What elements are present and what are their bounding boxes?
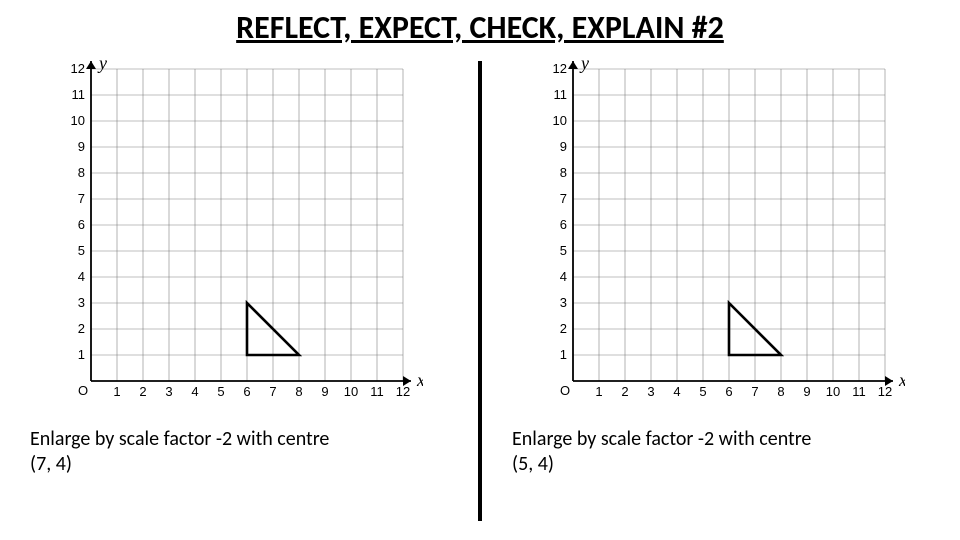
- svg-text:1: 1: [560, 347, 567, 362]
- svg-text:10: 10: [553, 113, 567, 128]
- svg-text:12: 12: [553, 61, 567, 76]
- svg-text:5: 5: [78, 243, 85, 258]
- svg-text:12: 12: [878, 384, 892, 399]
- svg-text:O: O: [560, 383, 570, 398]
- svg-text:11: 11: [370, 384, 384, 399]
- svg-text:11: 11: [852, 384, 866, 399]
- svg-text:8: 8: [295, 384, 302, 399]
- svg-text:7: 7: [269, 384, 276, 399]
- svg-text:11: 11: [72, 87, 86, 102]
- svg-text:6: 6: [78, 217, 85, 232]
- svg-text:3: 3: [560, 295, 567, 310]
- svg-text:O: O: [78, 383, 88, 398]
- svg-text:3: 3: [647, 384, 654, 399]
- svg-text:7: 7: [78, 191, 85, 206]
- svg-text:y: y: [97, 53, 107, 73]
- svg-text:8: 8: [777, 384, 784, 399]
- svg-text:5: 5: [699, 384, 706, 399]
- svg-text:x: x: [898, 370, 905, 390]
- right-instruction-line2: (5, 4): [512, 452, 811, 477]
- svg-text:3: 3: [78, 295, 85, 310]
- svg-text:y: y: [579, 53, 589, 73]
- svg-text:5: 5: [217, 384, 224, 399]
- svg-text:10: 10: [71, 113, 85, 128]
- right-grid-holder: 123456789101112123456789101112Oxy: [537, 51, 905, 409]
- right-panel: 123456789101112123456789101112Oxy Enlarg…: [482, 51, 960, 521]
- svg-text:9: 9: [803, 384, 810, 399]
- coordinate-grid: 123456789101112123456789101112Oxy: [55, 51, 423, 409]
- svg-text:9: 9: [560, 139, 567, 154]
- right-instruction: Enlarge by scale factor -2 with centre (…: [502, 409, 821, 477]
- svg-text:11: 11: [554, 87, 568, 102]
- svg-text:2: 2: [78, 321, 85, 336]
- content-row: 123456789101112123456789101112Oxy Enlarg…: [0, 51, 960, 521]
- right-instruction-line1: Enlarge by scale factor -2 with centre: [512, 427, 811, 452]
- svg-text:4: 4: [78, 269, 85, 284]
- svg-text:2: 2: [621, 384, 628, 399]
- svg-text:8: 8: [78, 165, 85, 180]
- svg-text:10: 10: [826, 384, 840, 399]
- page-title: REFLECT, EXPECT, CHECK, EXPLAIN #2: [0, 0, 960, 51]
- left-instruction: Enlarge by scale factor -2 with centre (…: [20, 409, 339, 477]
- svg-text:5: 5: [560, 243, 567, 258]
- svg-text:6: 6: [725, 384, 732, 399]
- svg-text:8: 8: [560, 165, 567, 180]
- svg-text:2: 2: [139, 384, 146, 399]
- svg-text:10: 10: [344, 384, 358, 399]
- left-instruction-line1: Enlarge by scale factor -2 with centre: [30, 427, 329, 452]
- svg-text:1: 1: [78, 347, 85, 362]
- svg-text:1: 1: [113, 384, 120, 399]
- svg-text:7: 7: [560, 191, 567, 206]
- svg-text:4: 4: [560, 269, 567, 284]
- svg-text:9: 9: [78, 139, 85, 154]
- svg-text:2: 2: [560, 321, 567, 336]
- left-panel: 123456789101112123456789101112Oxy Enlarg…: [0, 51, 478, 521]
- svg-text:12: 12: [71, 61, 85, 76]
- svg-text:1: 1: [595, 384, 602, 399]
- svg-text:x: x: [416, 370, 423, 390]
- svg-text:6: 6: [243, 384, 250, 399]
- coordinate-grid: 123456789101112123456789101112Oxy: [537, 51, 905, 409]
- svg-text:3: 3: [165, 384, 172, 399]
- svg-text:4: 4: [673, 384, 680, 399]
- left-grid-holder: 123456789101112123456789101112Oxy: [55, 51, 423, 409]
- svg-text:4: 4: [191, 384, 198, 399]
- svg-text:7: 7: [751, 384, 758, 399]
- left-instruction-line2: (7, 4): [30, 452, 329, 477]
- svg-text:6: 6: [560, 217, 567, 232]
- svg-text:9: 9: [321, 384, 328, 399]
- svg-text:12: 12: [396, 384, 410, 399]
